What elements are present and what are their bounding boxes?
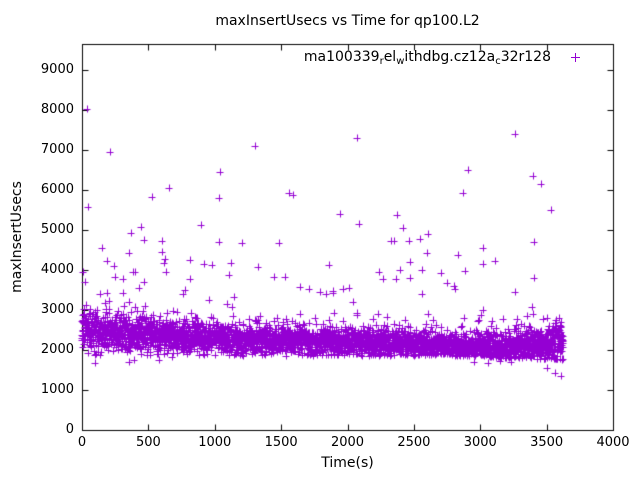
y-tick-label: 0 — [65, 422, 74, 437]
y-tick-label: 2000 — [40, 342, 74, 357]
x-tick-label: 2500 — [397, 435, 431, 450]
x-tick-label: 3000 — [463, 435, 497, 450]
legend-label-segment: 32r128 — [500, 48, 551, 65]
x-axis-title: Time(s) — [321, 455, 374, 471]
x-tick-label: 0 — [77, 435, 87, 450]
x-tick-label: 3500 — [530, 435, 564, 450]
y-tick-label: 6000 — [40, 182, 74, 197]
x-tick-label: 1000 — [198, 435, 232, 450]
legend-label-segment: ithdbg.cz12a — [404, 48, 496, 65]
legend-label-subscript: c — [495, 55, 501, 67]
chart-title: maxInsertUsecs vs Time for qp100.L2 — [215, 13, 480, 29]
y-tick-label: 3000 — [40, 302, 74, 317]
y-tick-label: 8000 — [40, 102, 74, 117]
y-tick-label: 1000 — [40, 382, 74, 397]
y-tick-label: 5000 — [40, 222, 74, 237]
y-tick-label: 7000 — [40, 142, 74, 157]
legend: ma100339relwithdbg.cz12ac32r128 — [304, 49, 580, 67]
x-tick-label: 1500 — [264, 435, 298, 450]
y-tick-label: 9000 — [40, 62, 74, 77]
y-tick-label: 4000 — [40, 262, 74, 277]
legend-label-segment: el — [383, 48, 397, 65]
x-tick-label: 500 — [135, 435, 161, 450]
x-tick-label: 2000 — [330, 435, 365, 450]
legend-label-segment: ma100339 — [303, 48, 380, 65]
legend-label-subscript: r — [379, 55, 384, 67]
legend-label-subscript: w — [396, 55, 405, 67]
plus-marker-icon — [571, 53, 580, 62]
x-tick-label: 4000 — [596, 435, 630, 450]
legend-series-label: ma100339relwithdbg.cz12ac32r128 — [304, 49, 551, 67]
